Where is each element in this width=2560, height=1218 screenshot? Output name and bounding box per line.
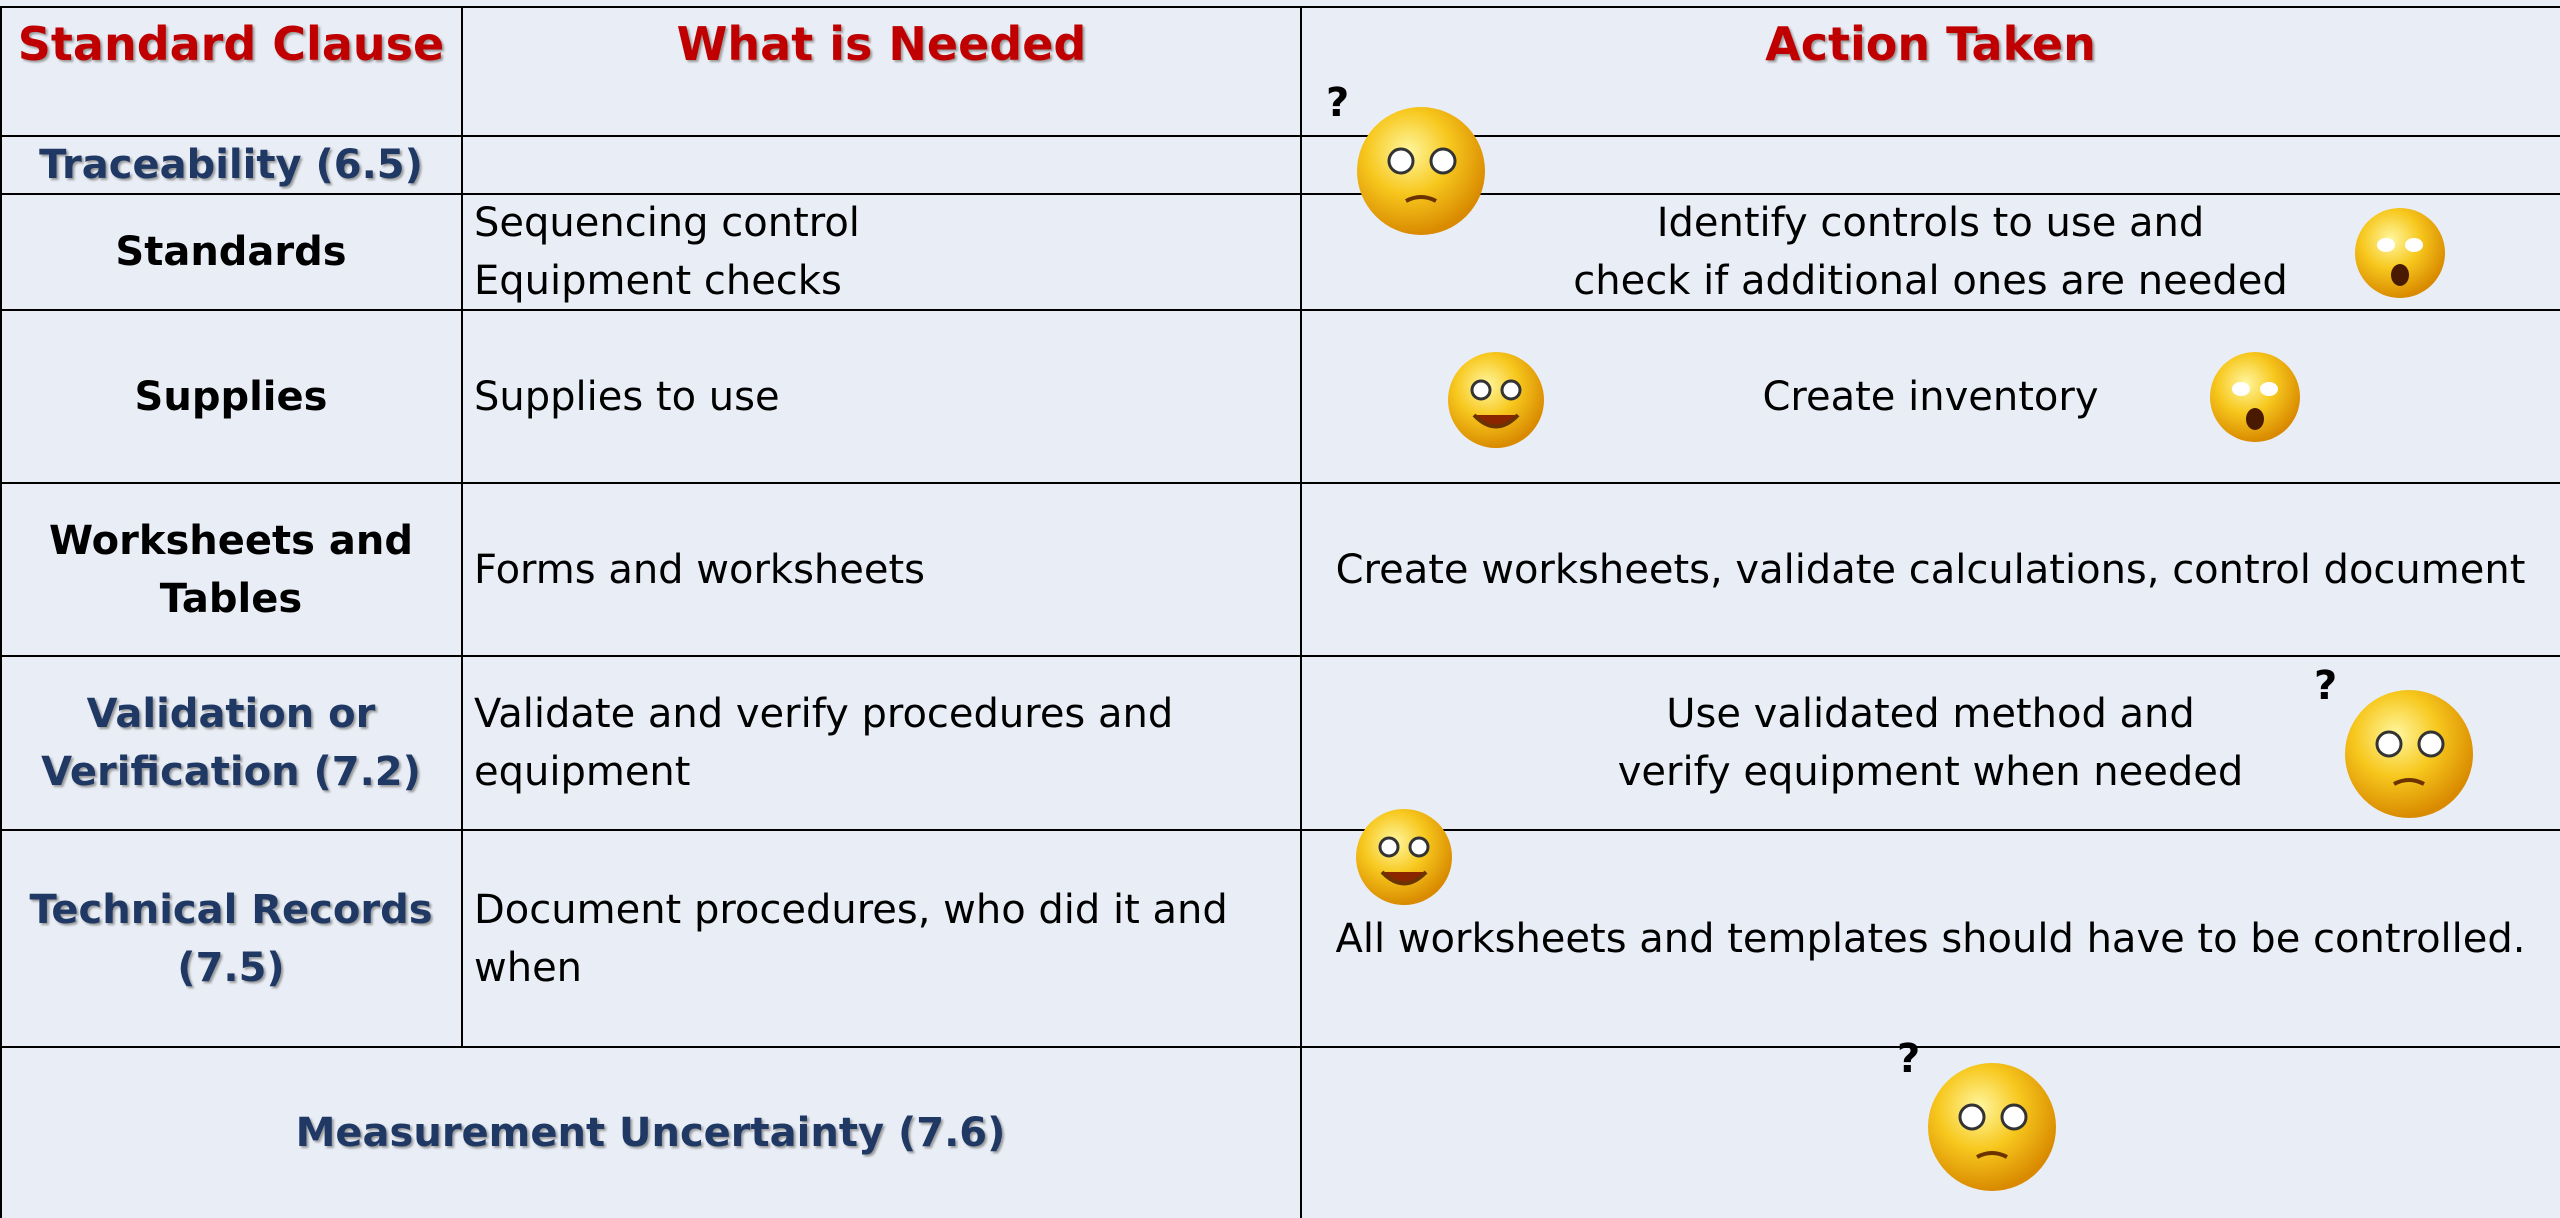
clause-cell: Traceability (6.5) <box>0 136 462 194</box>
action-text: verify equipment when needed <box>1617 749 2244 795</box>
clause-cell: Standards <box>0 194 462 310</box>
action-text: check if additional ones are needed <box>1573 258 2288 304</box>
action-text: Use validated method and <box>1666 691 2195 737</box>
header-text: Action Taken <box>1765 17 2096 71</box>
clause-text: Measurement Uncertainty (7.6) <box>295 1109 1006 1156</box>
header-text: What is Needed <box>676 17 1087 71</box>
action-text: Create worksheets, validate calculations… <box>1335 546 2526 593</box>
needed-cell <box>462 136 1301 194</box>
action-cell <box>1301 1047 2560 1218</box>
needed-text: equipment <box>474 749 691 795</box>
needed-cell: Document procedures, who did it and when <box>462 830 1301 1047</box>
column-header: Standard Clause <box>0 7 462 136</box>
clause-text: Validation or <box>86 691 376 737</box>
clause-cell: Worksheets and Tables <box>0 483 462 656</box>
needed-cell: Validate and verify procedures and equipm… <box>462 656 1301 830</box>
clause-cell: Supplies <box>0 310 462 483</box>
header-text: Standard Clause <box>17 17 445 71</box>
clause-text: Verification (7.2) <box>41 749 421 795</box>
action-cell <box>1301 136 2560 194</box>
clause-text: Technical Records <box>29 886 433 933</box>
emoji-icons: ? ? ? <box>1326 80 2473 1191</box>
clause-text: Supplies <box>134 373 328 420</box>
action-cell: Create worksheets, validate calculations… <box>1301 483 2560 656</box>
clause-cell: Validation or Verification (7.2) <box>0 656 462 830</box>
svg-text:?: ? <box>1326 80 1349 126</box>
needed-text: Document procedures, who did it and <box>474 886 1228 933</box>
needed-cell: Forms and worksheets <box>462 483 1301 656</box>
svg-text:?: ? <box>2314 663 2337 709</box>
action-cell: All worksheets and templates should have… <box>1301 830 2560 1047</box>
needed-cell: Supplies to use <box>462 310 1301 483</box>
clause-text: Traceability (6.5) <box>39 142 423 188</box>
svg-text:?: ? <box>1897 1036 1920 1082</box>
column-header: What is Needed <box>462 7 1301 136</box>
action-text: All worksheets and templates should have… <box>1335 915 2526 962</box>
needed-text: Validate and verify procedures and <box>474 691 1174 737</box>
action-cell: Use validated method and verify equipment… <box>1301 656 2560 830</box>
needed-text: Equipment checks <box>474 258 842 304</box>
clause-cell: Technical Records (7.5) <box>0 830 462 1047</box>
clause-text: (7.5) <box>177 944 285 991</box>
needed-text: Sequencing control <box>474 200 860 246</box>
action-text: Create inventory <box>1762 373 2099 420</box>
action-cell: Identify controls to use and check if add… <box>1301 194 2560 310</box>
needed-text: when <box>474 944 583 991</box>
clause-text: Worksheets and Tables <box>48 517 413 622</box>
clause-cell: Measurement Uncertainty (7.6) <box>0 1047 1301 1218</box>
needed-text: Supplies to use <box>474 373 780 420</box>
clause-text: Standards <box>115 229 347 275</box>
needed-cell: Sequencing control Equipment checks <box>462 194 1301 310</box>
column-header: Action Taken <box>1301 7 2560 136</box>
action-cell: Create inventory <box>1301 310 2560 483</box>
needed-text: Forms and worksheets <box>474 546 926 593</box>
action-text: Identify controls to use and <box>1656 200 2205 246</box>
